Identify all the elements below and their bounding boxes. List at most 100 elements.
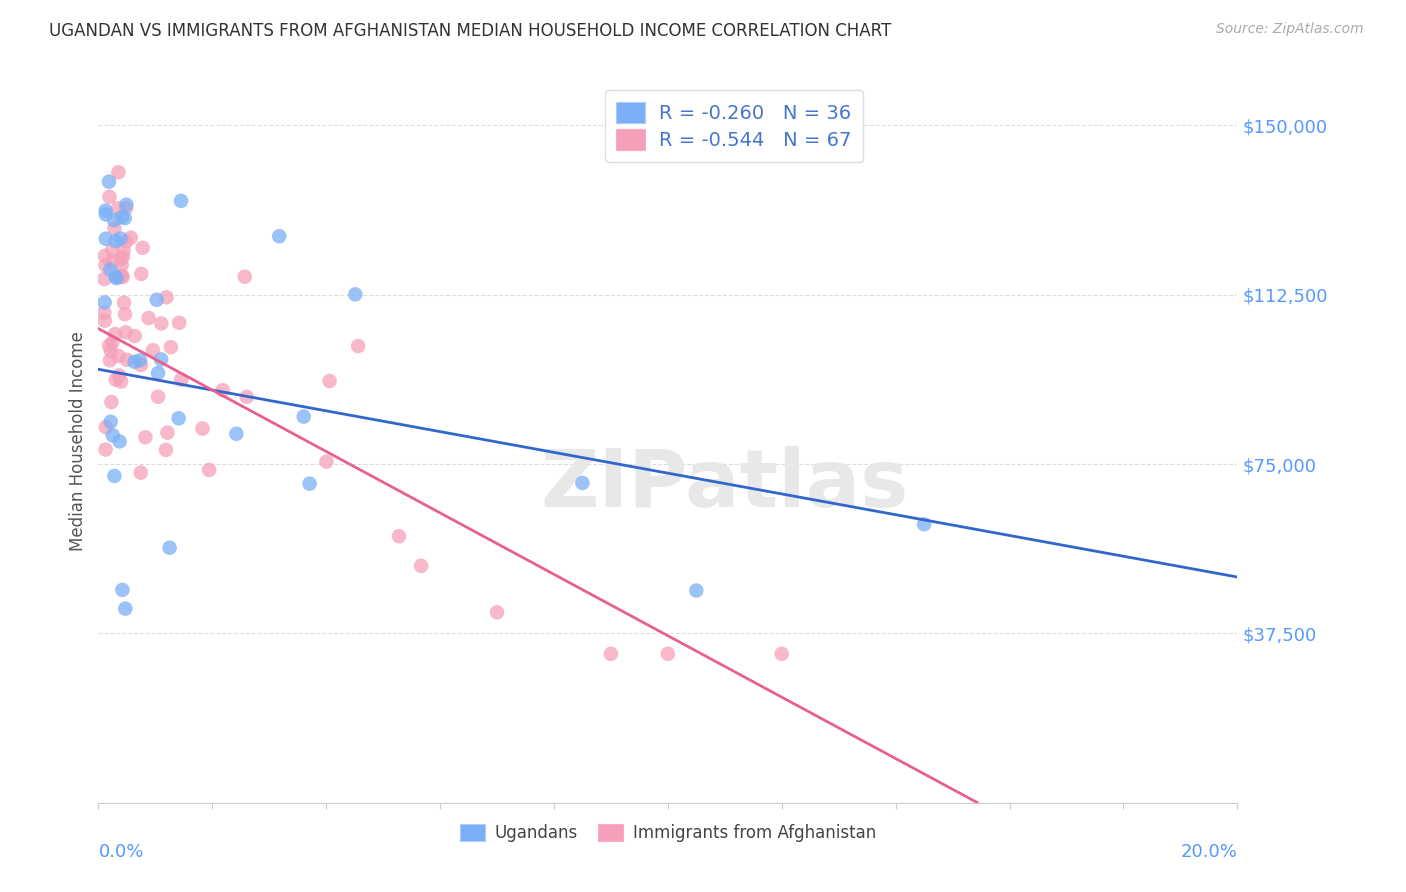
Point bbox=[108, 270, 131, 285]
Point bbox=[388, 529, 411, 543]
Point bbox=[146, 390, 169, 404]
Point bbox=[94, 442, 117, 457]
Point bbox=[108, 368, 131, 383]
Point bbox=[134, 430, 156, 444]
Point bbox=[138, 311, 160, 326]
Point bbox=[236, 390, 259, 404]
Point bbox=[129, 466, 152, 480]
Point bbox=[344, 287, 367, 301]
Point bbox=[318, 374, 340, 388]
Point bbox=[160, 340, 183, 354]
Point bbox=[98, 175, 121, 189]
Point bbox=[101, 428, 124, 442]
Point bbox=[114, 307, 136, 321]
Point bbox=[124, 329, 146, 343]
Point bbox=[167, 411, 190, 425]
Point bbox=[657, 647, 679, 661]
Point bbox=[115, 197, 138, 211]
Point bbox=[129, 267, 152, 281]
Point bbox=[108, 434, 131, 449]
Point bbox=[170, 194, 193, 208]
Point bbox=[98, 353, 121, 368]
Point bbox=[315, 455, 337, 469]
Point bbox=[110, 231, 132, 245]
Text: ZIPatlas: ZIPatlas bbox=[541, 446, 908, 524]
Point bbox=[98, 339, 121, 353]
Point bbox=[94, 249, 117, 263]
Point bbox=[150, 317, 173, 331]
Point bbox=[167, 316, 190, 330]
Point bbox=[114, 211, 136, 226]
Point bbox=[486, 606, 509, 620]
Point bbox=[114, 326, 136, 340]
Point bbox=[347, 339, 370, 353]
Point bbox=[103, 221, 125, 235]
Point bbox=[150, 352, 173, 367]
Point bbox=[129, 353, 152, 368]
Point bbox=[292, 409, 315, 424]
Point bbox=[104, 373, 127, 387]
Point bbox=[685, 583, 707, 598]
Point bbox=[115, 235, 138, 249]
Point bbox=[145, 293, 167, 307]
Point bbox=[571, 475, 593, 490]
Point bbox=[159, 541, 181, 555]
Point bbox=[98, 262, 121, 277]
Point bbox=[111, 582, 134, 597]
Point bbox=[107, 165, 129, 179]
Point bbox=[105, 271, 128, 285]
Point bbox=[146, 366, 169, 380]
Point bbox=[103, 469, 125, 483]
Point bbox=[94, 232, 117, 246]
Point bbox=[94, 207, 117, 221]
Point bbox=[107, 349, 129, 363]
Point bbox=[101, 243, 124, 257]
Point bbox=[912, 517, 935, 532]
Point bbox=[211, 383, 233, 397]
Point bbox=[100, 415, 122, 429]
Point bbox=[101, 254, 124, 268]
Point bbox=[131, 241, 153, 255]
Point bbox=[114, 601, 136, 615]
Point bbox=[104, 269, 127, 284]
Point bbox=[411, 558, 433, 573]
Point bbox=[110, 252, 132, 267]
Point bbox=[298, 476, 321, 491]
Point bbox=[111, 258, 134, 272]
Point bbox=[93, 295, 115, 310]
Text: UGANDAN VS IMMIGRANTS FROM AFGHANISTAN MEDIAN HOUSEHOLD INCOME CORRELATION CHART: UGANDAN VS IMMIGRANTS FROM AFGHANISTAN M… bbox=[49, 22, 891, 40]
Point bbox=[111, 250, 134, 264]
Y-axis label: Median Household Income: Median Household Income bbox=[69, 332, 87, 551]
Point bbox=[129, 358, 152, 372]
Point bbox=[600, 647, 623, 661]
Point bbox=[103, 213, 125, 227]
Point bbox=[124, 355, 146, 369]
Point bbox=[142, 343, 165, 358]
Point bbox=[770, 647, 793, 661]
Point bbox=[115, 352, 138, 367]
Point bbox=[112, 244, 135, 258]
Point bbox=[94, 313, 117, 327]
Point bbox=[170, 373, 193, 387]
Point bbox=[98, 190, 121, 204]
Point bbox=[107, 202, 129, 216]
Point bbox=[104, 326, 127, 341]
Point bbox=[233, 269, 256, 284]
Point bbox=[93, 306, 115, 320]
Point bbox=[155, 290, 177, 304]
Point bbox=[100, 343, 122, 358]
Point bbox=[112, 295, 135, 310]
Point bbox=[111, 210, 134, 224]
Point bbox=[269, 229, 291, 244]
Point bbox=[225, 426, 247, 441]
Text: Source: ZipAtlas.com: Source: ZipAtlas.com bbox=[1216, 22, 1364, 37]
Point bbox=[115, 201, 138, 215]
Point bbox=[93, 272, 115, 286]
Legend: Ugandans, Immigrants from Afghanistan: Ugandans, Immigrants from Afghanistan bbox=[453, 817, 883, 848]
Text: 20.0%: 20.0% bbox=[1181, 843, 1237, 861]
Point bbox=[94, 258, 117, 272]
Point bbox=[101, 335, 124, 350]
Text: 0.0%: 0.0% bbox=[98, 843, 143, 861]
Point bbox=[94, 420, 117, 434]
Point bbox=[198, 463, 221, 477]
